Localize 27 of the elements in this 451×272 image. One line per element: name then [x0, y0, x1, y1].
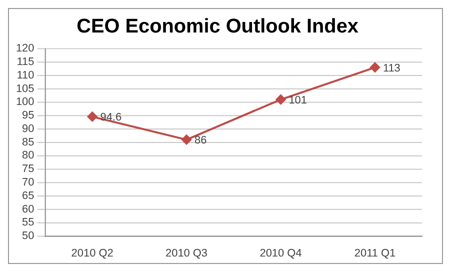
- y-tick-label: 120: [16, 42, 34, 55]
- y-tick-label: 85: [22, 136, 34, 148]
- point: [182, 134, 192, 145]
- x-tick-label: 2010 Q2: [71, 247, 114, 260]
- y-tick-label: 90: [22, 122, 34, 135]
- point: [276, 94, 286, 104]
- y-tick-label: 105: [16, 82, 34, 95]
- point: [370, 62, 380, 72]
- y-tick-label: 110: [16, 69, 34, 82]
- data-label: 113: [382, 62, 400, 74]
- x-tick-label: 2010 Q3: [166, 247, 208, 260]
- y-tick-label: 65: [22, 190, 34, 202]
- y-tick-label: 55: [22, 216, 34, 229]
- data-label: 101: [288, 94, 307, 107]
- y-tick-label: 95: [22, 110, 34, 122]
- y-tick-label: 100: [16, 96, 34, 108]
- y-tick-label: 115: [16, 56, 34, 68]
- x-tick-label: 2011 Q1: [354, 247, 396, 260]
- x-tick-label: 2010 Q4: [260, 247, 302, 260]
- chart-title: CEO Economic Outlook Index: [76, 15, 358, 38]
- y-tick-label: 50: [22, 230, 34, 242]
- y-tick-label: 70: [22, 176, 34, 188]
- y-tick-label: 80: [22, 150, 34, 162]
- point: [87, 112, 98, 122]
- y-tick-label: 60: [22, 203, 34, 216]
- y-tick-label: 75: [22, 163, 34, 176]
- data-label: 86: [194, 134, 207, 147]
